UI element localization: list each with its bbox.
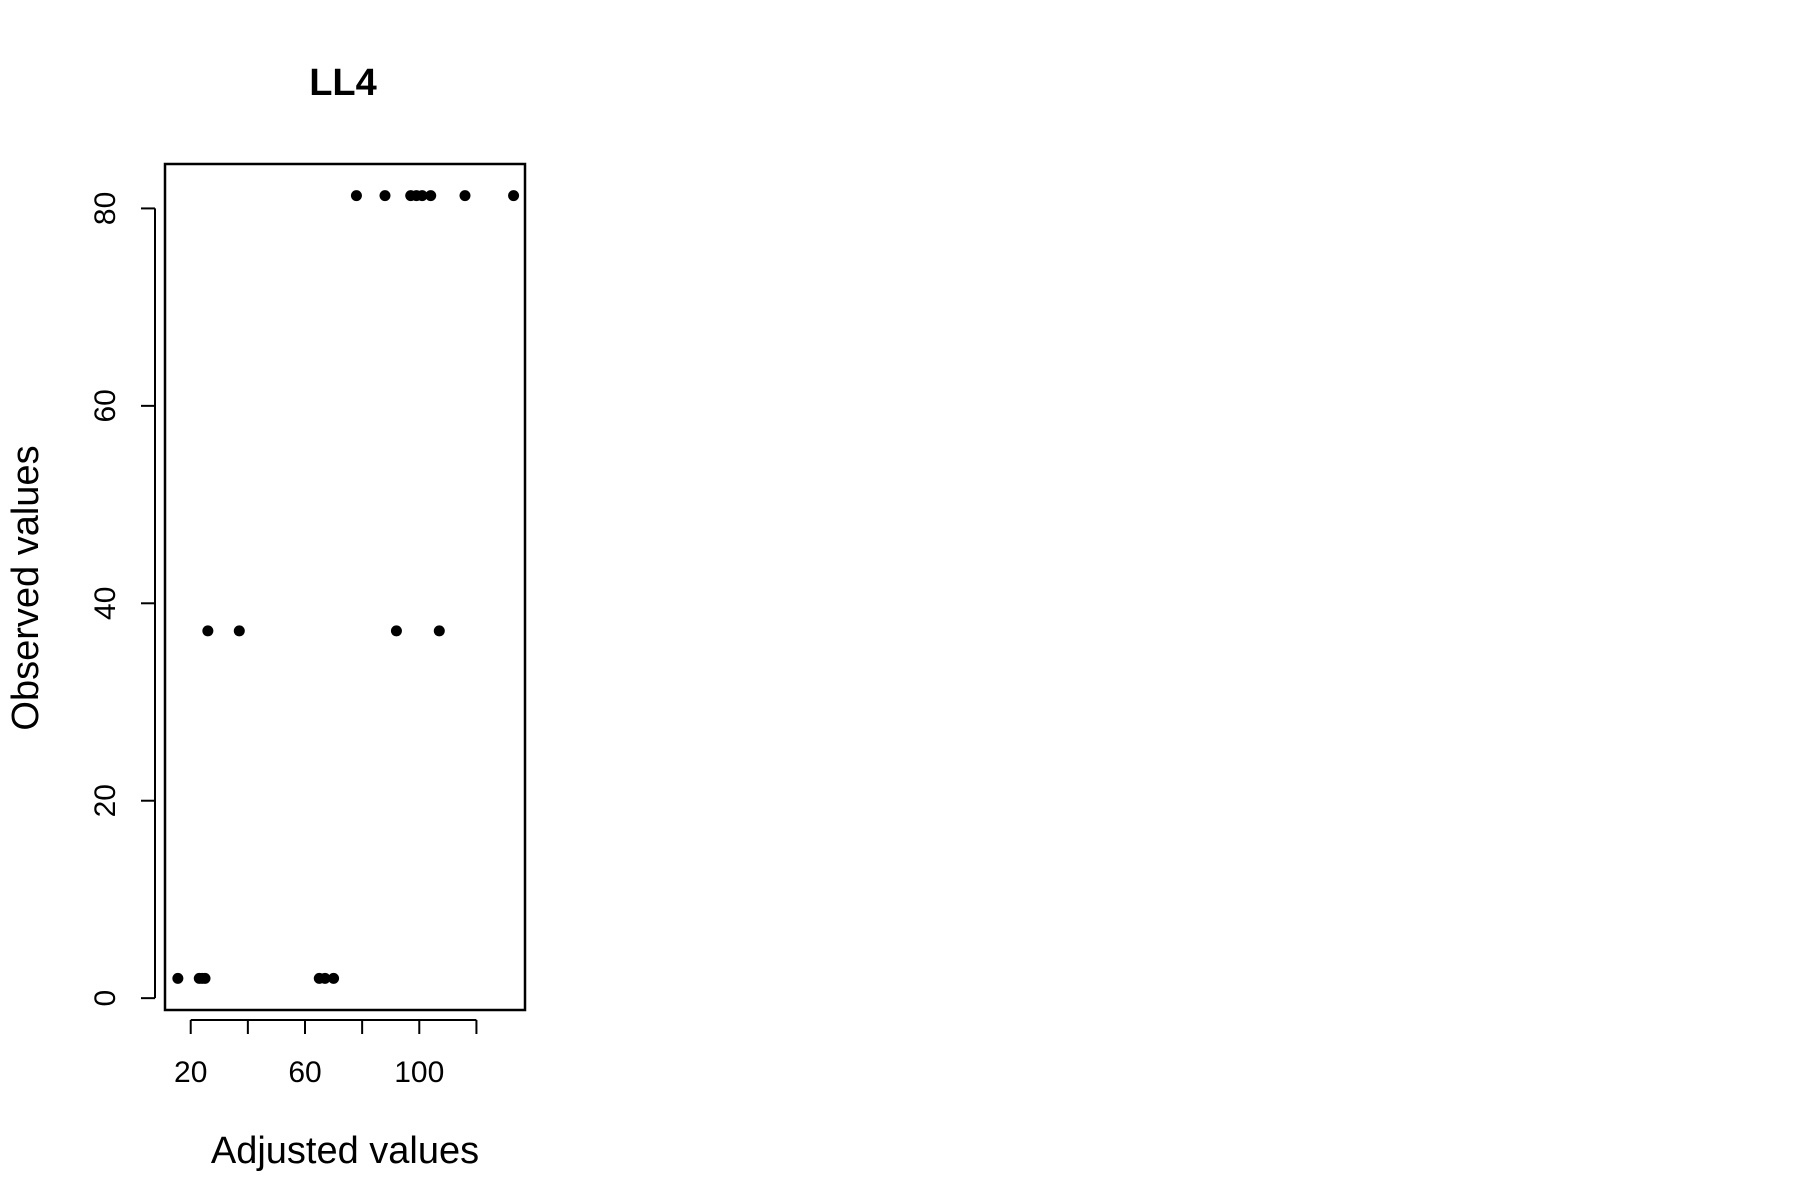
data-point xyxy=(433,625,445,637)
plot-frame xyxy=(163,162,527,1012)
data-point xyxy=(508,190,520,202)
x-axis: 20 60 100 xyxy=(174,1019,478,1089)
data-point xyxy=(202,625,214,637)
y-tick-label: 40 xyxy=(89,587,122,620)
chart-title: LL4 xyxy=(309,62,377,104)
data-point xyxy=(350,190,362,202)
data-point xyxy=(328,972,340,984)
x-axis-label: Adjusted values xyxy=(211,1130,479,1172)
y-tick-label: 60 xyxy=(89,389,122,422)
data-points xyxy=(172,190,520,984)
data-point xyxy=(459,190,471,202)
data-point xyxy=(390,625,402,637)
x-tick-label: 100 xyxy=(394,1056,444,1089)
data-point xyxy=(425,190,437,202)
y-axis: 0 20 40 60 80 xyxy=(89,192,156,1007)
data-point xyxy=(379,190,391,202)
data-point xyxy=(416,190,428,202)
x-tick-label: 60 xyxy=(288,1056,321,1089)
y-tick-label: 0 xyxy=(89,990,122,1007)
data-point xyxy=(319,972,331,984)
y-axis-label: Observed values xyxy=(5,445,47,730)
y-tick-label: 80 xyxy=(89,192,122,225)
y-tick-label: 20 xyxy=(89,784,122,817)
data-point xyxy=(172,972,184,984)
data-point xyxy=(233,625,245,637)
data-point xyxy=(199,972,211,984)
x-tick-label: 20 xyxy=(174,1056,207,1089)
